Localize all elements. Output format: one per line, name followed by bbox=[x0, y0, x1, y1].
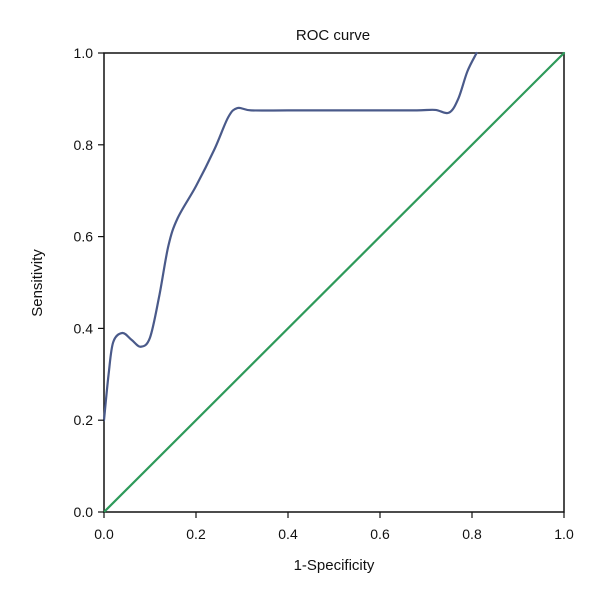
series-layer bbox=[102, 51, 566, 514]
x-tick-label: 1.0 bbox=[554, 526, 574, 542]
roc-curve-line bbox=[102, 51, 478, 422]
x-axis-label: 1-Specificity bbox=[294, 557, 375, 574]
x-tick-label: 0.0 bbox=[94, 526, 114, 542]
x-tick-label: 0.4 bbox=[278, 526, 298, 542]
x-tick-label: 0.2 bbox=[186, 526, 206, 542]
y-axis-label: Sensitivity bbox=[29, 249, 46, 317]
y-tick-label: 0.8 bbox=[74, 137, 94, 153]
reference-line bbox=[102, 51, 566, 514]
y-axis-ticks: 0.0 0.2 0.4 0.6 0.8 1.0 bbox=[74, 45, 104, 520]
y-tick-label: 0.0 bbox=[74, 504, 94, 520]
chart-title: ROC curve bbox=[296, 27, 370, 44]
y-tick-label: 1.0 bbox=[74, 45, 94, 61]
plot-frame bbox=[103, 52, 565, 513]
x-tick-label: 0.6 bbox=[370, 526, 390, 542]
y-tick-label: 0.4 bbox=[74, 320, 94, 336]
y-tick-label: 0.6 bbox=[74, 229, 94, 245]
y-tick-label: 0.2 bbox=[74, 412, 94, 428]
x-axis-ticks: 0.0 0.2 0.4 0.6 0.8 1.0 bbox=[94, 512, 574, 542]
x-tick-label: 0.8 bbox=[462, 526, 482, 542]
